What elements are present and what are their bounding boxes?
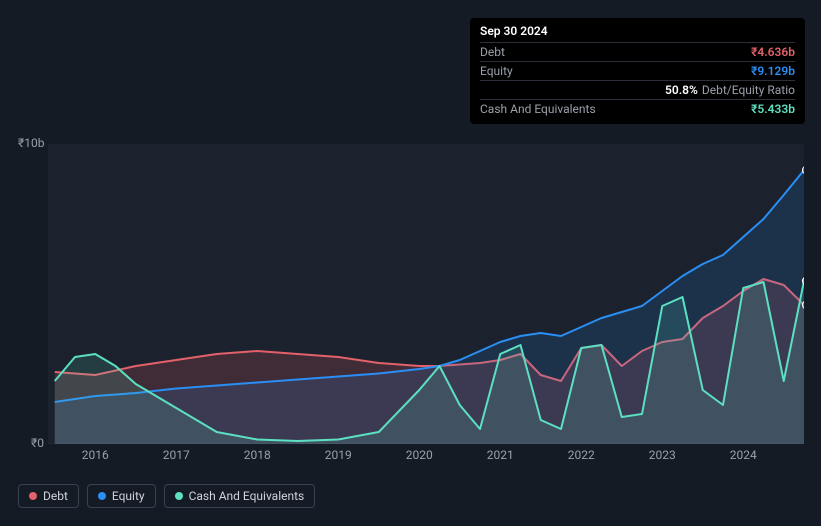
legend-item-equity[interactable]: Equity (87, 484, 156, 508)
legend-item-debt[interactable]: Debt (18, 484, 79, 508)
legend-dot-icon (98, 492, 106, 500)
tooltip-date: Sep 30 2024 (480, 24, 795, 42)
tooltip-sublabel: Debt/Equity Ratio (702, 83, 795, 97)
legend: Debt Equity Cash And Equivalents (18, 484, 315, 508)
legend-dot-icon (175, 492, 183, 500)
x-axis-tick: 2024 (730, 448, 757, 462)
legend-label: Equity (112, 489, 145, 503)
tooltip-row: Equity ₹9.129b (480, 61, 795, 80)
x-axis-tick: 2016 (82, 448, 109, 462)
x-axis-tick: 2021 (487, 448, 514, 462)
tooltip-label: Equity (480, 64, 513, 78)
tooltip-label: Cash And Equivalents (480, 102, 596, 116)
legend-item-cash-and-equivalents[interactable]: Cash And Equivalents (164, 484, 316, 508)
legend-dot-icon (29, 492, 37, 500)
line-chart-svg (48, 144, 804, 444)
x-axis-tick: 2020 (406, 448, 433, 462)
tooltip-row: Debt ₹4.636b (480, 42, 795, 61)
tooltip-value: ₹5.433b (751, 102, 795, 116)
tooltip-label: Debt (480, 45, 505, 59)
x-axis-tick: 2022 (568, 448, 595, 462)
x-axis-tick: 2019 (325, 448, 352, 462)
chart-tooltip: Sep 30 2024 Debt ₹4.636b Equity ₹9.129b 50.8… (470, 18, 805, 124)
x-axis-tick: 2017 (163, 448, 190, 462)
chart-plot-area (48, 144, 804, 444)
tooltip-row: 50.8%Debt/Equity Ratio (480, 80, 795, 99)
tooltip-value: ₹4.636b (751, 45, 795, 59)
x-axis-tick: 2023 (649, 448, 676, 462)
tooltip-value: 50.8%Debt/Equity Ratio (665, 83, 795, 97)
legend-label: Debt (43, 489, 68, 503)
y-axis-tick: ₹0 (18, 436, 44, 450)
x-axis: 2016 2017 2018 2019 2020 2021 2022 2023 2024 (48, 448, 804, 466)
legend-label: Cash And Equivalents (189, 489, 305, 503)
tooltip-value: ₹9.129b (751, 64, 795, 78)
tooltip-row: Cash And Equivalents ₹5.433b (480, 99, 795, 118)
x-axis-tick: 2018 (244, 448, 271, 462)
y-axis-tick: ₹10b (18, 136, 44, 150)
